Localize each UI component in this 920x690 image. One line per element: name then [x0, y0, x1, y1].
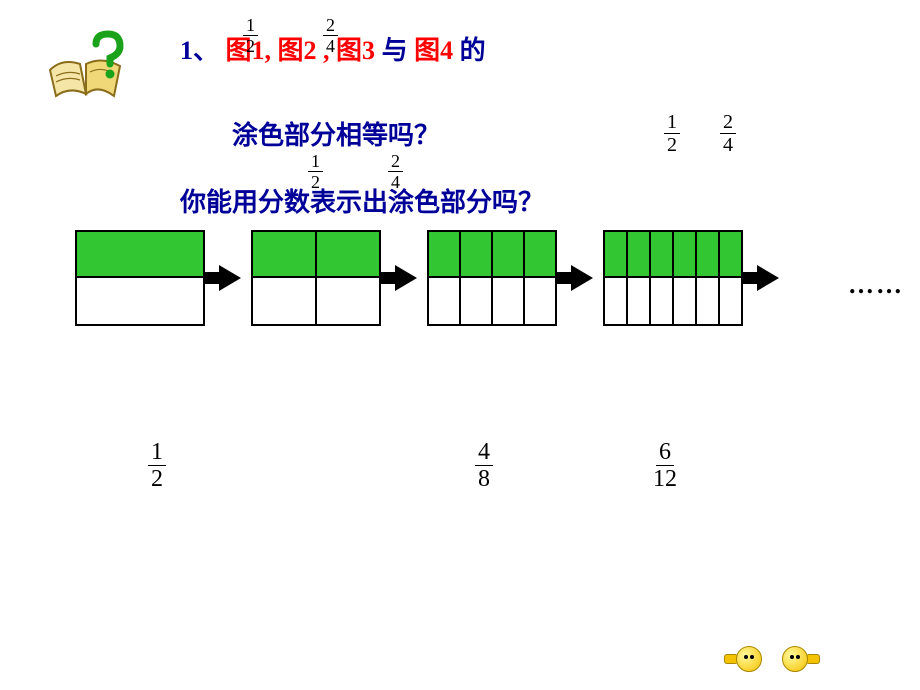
frac-num: 2 — [720, 112, 736, 134]
point-right-icon — [726, 646, 762, 672]
q-l1e: 图4 — [414, 36, 453, 65]
answer-fraction-1: 1 2 — [148, 440, 166, 491]
emoji-row — [726, 646, 818, 672]
point-left-icon — [782, 646, 818, 672]
frac-num: 1 — [664, 112, 680, 134]
trailing-dots: …… — [848, 270, 904, 300]
frac-den: 4 — [323, 36, 338, 55]
fraction-box-4 — [603, 230, 743, 326]
q-l1d: 与 — [382, 36, 408, 65]
frac-den: 4 — [388, 172, 403, 191]
question-line3: 你能用分数表示出涂色部分吗？ — [180, 182, 544, 219]
question-line2: 涂色部分相等吗？ — [232, 115, 440, 152]
fraction-box-3 — [427, 230, 557, 326]
frac-num: 2 — [388, 152, 403, 172]
frac-den: 2 — [308, 172, 323, 191]
overlay-fraction-1: 1 2 — [243, 16, 258, 55]
frac-den: 2 — [243, 36, 258, 55]
arrow-icon — [395, 265, 417, 291]
answer-fraction-3: 6 12 — [650, 440, 680, 491]
frac-den: 8 — [475, 466, 493, 491]
frac-den: 12 — [650, 466, 680, 491]
frac-num: 2 — [323, 16, 338, 36]
frac-den: 4 — [720, 134, 736, 155]
q-l1c: 图3 — [336, 36, 375, 65]
overlay-fraction-3: 1 2 — [308, 152, 323, 191]
overlay-fraction-5: 1 2 — [664, 112, 680, 155]
q-l1f: 的 — [460, 36, 486, 65]
fraction-box-2 — [251, 230, 381, 326]
q-prefix: 1、 — [180, 36, 219, 65]
overlay-fraction-2: 2 4 — [323, 16, 338, 55]
overlay-fraction-4: 2 4 — [388, 152, 403, 191]
frac-num: 1 — [148, 440, 166, 466]
overlay-fraction-6: 2 4 — [720, 112, 736, 155]
arrow-icon — [219, 265, 241, 291]
fraction-box-1 — [75, 230, 205, 326]
diagram-row — [75, 230, 789, 326]
frac-den: 2 — [148, 466, 166, 491]
frac-den: 2 — [664, 134, 680, 155]
arrow-icon — [757, 265, 779, 291]
frac-num: 1 — [308, 152, 323, 172]
arrow-icon — [571, 265, 593, 291]
frac-num: 6 — [656, 440, 674, 466]
answer-fraction-2: 4 8 — [475, 440, 493, 491]
frac-num: 1 — [243, 16, 258, 36]
frac-num: 4 — [475, 440, 493, 466]
q-l1b: 图2 , — [278, 36, 330, 65]
book-question-icon — [42, 30, 132, 115]
